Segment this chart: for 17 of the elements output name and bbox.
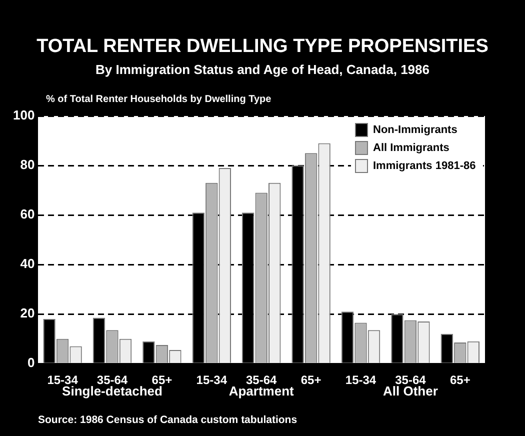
legend-label: Immigrants 1981-86 bbox=[373, 160, 476, 172]
legend-label: Non-Immigrants bbox=[373, 124, 458, 136]
x-tick-label: 65+ bbox=[450, 373, 470, 388]
x-tick-label: 65+ bbox=[300, 373, 322, 388]
chart-subtitle: By Immigration Status and Age of Head, Canada, 1986 bbox=[94, 62, 430, 77]
source-note: Source: 1986 Census of Canada custom tabulations bbox=[38, 414, 298, 426]
y-tick-label: 0 bbox=[27, 355, 35, 370]
y-tick-label: 40 bbox=[20, 256, 35, 272]
y-tick-label: 80 bbox=[20, 157, 35, 172]
y-tick-label: 20 bbox=[20, 306, 35, 321]
legend-label: All Immigrants bbox=[373, 142, 450, 154]
chart-title: TOTAL RENTER DWELLING TYPE PROPENSITIES bbox=[36, 36, 490, 58]
x-tick-label: 15-34 bbox=[345, 373, 376, 388]
y-axis-title: % of Total Renter Households by Dwelling Type bbox=[46, 94, 272, 105]
y-tick-label: 100 bbox=[12, 108, 35, 123]
x-tick-label: 15-34 bbox=[196, 373, 228, 388]
y-tick-label: 60 bbox=[20, 206, 35, 222]
